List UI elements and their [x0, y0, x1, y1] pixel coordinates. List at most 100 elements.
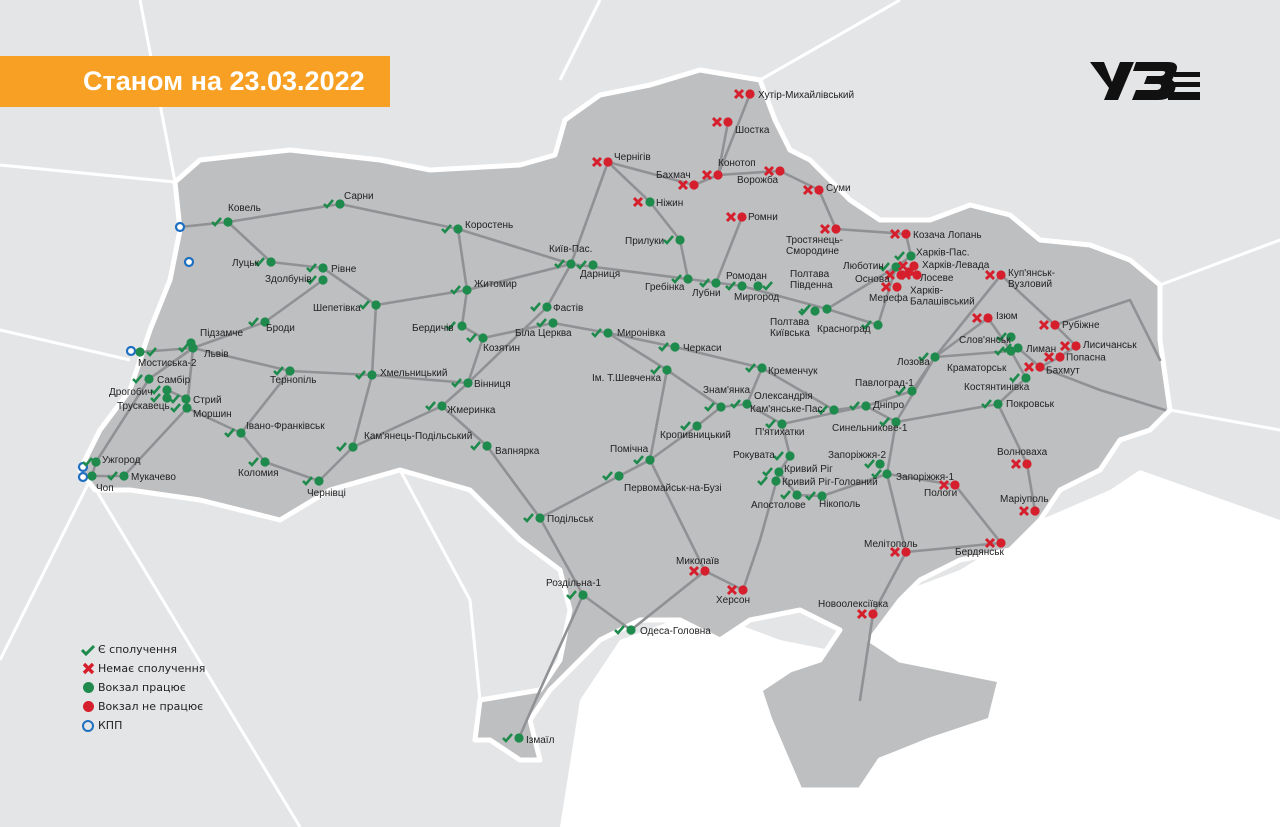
station-marker[interactable] [971, 312, 993, 324]
station-marker[interactable] [726, 584, 748, 596]
station-marker[interactable] [450, 285, 472, 295]
station-marker[interactable] [470, 441, 492, 451]
station-marker[interactable] [757, 476, 781, 486]
station-marker[interactable] [150, 385, 172, 395]
station-marker[interactable] [889, 546, 911, 558]
station-marker[interactable] [132, 374, 154, 384]
station-marker[interactable] [107, 471, 129, 481]
station-marker[interactable] [536, 318, 558, 328]
station-marker[interactable] [633, 455, 655, 465]
station-marker[interactable] [918, 352, 940, 362]
station-marker[interactable] [871, 469, 892, 479]
station-marker[interactable] [889, 228, 911, 240]
station-marker[interactable] [169, 394, 191, 404]
station-marker[interactable] [178, 343, 198, 353]
station-marker[interactable] [996, 332, 1016, 342]
station-marker[interactable] [441, 224, 463, 234]
station-marker[interactable] [248, 317, 270, 327]
station-marker[interactable] [677, 179, 699, 191]
station-marker[interactable] [359, 300, 381, 310]
station-marker[interactable] [763, 165, 785, 177]
station-marker[interactable] [1010, 458, 1032, 470]
station-marker[interactable] [248, 457, 270, 467]
station-marker[interactable] [591, 156, 613, 168]
station-marker[interactable] [904, 267, 914, 277]
station-marker[interactable] [273, 366, 295, 376]
station-marker[interactable] [864, 459, 885, 469]
station-marker[interactable] [984, 537, 1006, 549]
station-marker[interactable] [355, 370, 377, 380]
station-marker[interactable] [1018, 505, 1040, 517]
station-marker[interactable] [894, 251, 916, 261]
station-marker[interactable] [451, 378, 473, 388]
station-marker[interactable] [170, 403, 192, 413]
station-marker[interactable] [880, 281, 902, 293]
station-marker[interactable] [938, 479, 960, 491]
station-marker[interactable] [224, 428, 246, 438]
station-marker[interactable] [895, 386, 917, 396]
station-marker[interactable] [530, 302, 552, 312]
station-marker[interactable] [306, 263, 328, 273]
station-marker[interactable] [650, 365, 672, 375]
station-marker[interactable] [688, 565, 710, 577]
station-marker[interactable] [733, 88, 755, 100]
station-marker[interactable] [150, 393, 172, 403]
station-marker[interactable] [502, 733, 524, 743]
station-marker[interactable] [856, 608, 878, 620]
station-marker[interactable] [711, 116, 733, 128]
station-marker[interactable] [254, 257, 276, 267]
station-marker[interactable] [523, 513, 545, 523]
station-marker[interactable] [135, 347, 157, 357]
station-marker[interactable] [861, 320, 883, 330]
station-marker[interactable] [730, 399, 752, 409]
station-marker[interactable] [445, 321, 467, 331]
station-marker[interactable] [1023, 361, 1045, 373]
station-marker[interactable] [753, 281, 773, 291]
station-marker[interactable] [800, 304, 832, 314]
cross-icon [1010, 458, 1022, 470]
station-marker[interactable] [780, 490, 802, 500]
station-marker[interactable] [602, 471, 624, 481]
station-marker[interactable] [323, 199, 345, 209]
station-marker[interactable] [819, 223, 841, 235]
station-marker[interactable] [663, 235, 685, 245]
station-marker[interactable] [87, 471, 97, 481]
station-marker[interactable] [701, 169, 723, 181]
station-marker[interactable] [773, 451, 795, 461]
station-marker[interactable] [554, 259, 576, 269]
station-marker[interactable] [576, 260, 598, 270]
station-marker[interactable] [1059, 340, 1081, 352]
station-marker[interactable] [680, 421, 702, 431]
station-marker[interactable] [302, 476, 324, 486]
station-marker[interactable] [981, 399, 1003, 409]
station-marker[interactable] [984, 269, 1006, 281]
station-marker[interactable] [306, 275, 328, 285]
station-marker[interactable] [762, 467, 784, 477]
station-marker[interactable] [1043, 351, 1065, 363]
station-marker[interactable] [849, 401, 871, 411]
station-marker[interactable] [765, 419, 787, 429]
station-marker[interactable] [994, 346, 1016, 356]
station-marker[interactable] [591, 328, 613, 338]
station-marker[interactable] [699, 278, 721, 288]
station-marker[interactable] [805, 491, 827, 501]
station-marker[interactable] [566, 590, 588, 600]
station-marker[interactable] [632, 196, 655, 208]
station-marker[interactable] [82, 457, 101, 467]
station-marker[interactable] [704, 402, 726, 412]
station-marker[interactable] [725, 211, 747, 223]
station-marker[interactable] [466, 333, 488, 343]
station-marker[interactable] [1009, 373, 1031, 383]
station-marker[interactable] [658, 342, 680, 352]
station-marker[interactable] [614, 625, 636, 635]
station-marker[interactable] [725, 281, 747, 291]
station-marker[interactable] [745, 363, 767, 373]
station-marker[interactable] [336, 442, 358, 452]
station-marker[interactable] [817, 405, 839, 415]
station-marker[interactable] [211, 217, 233, 227]
station-marker[interactable] [1038, 319, 1060, 331]
station-marker[interactable] [802, 184, 824, 196]
station-marker[interactable] [671, 274, 693, 284]
station-marker[interactable] [425, 401, 447, 411]
station-marker[interactable] [879, 417, 901, 427]
